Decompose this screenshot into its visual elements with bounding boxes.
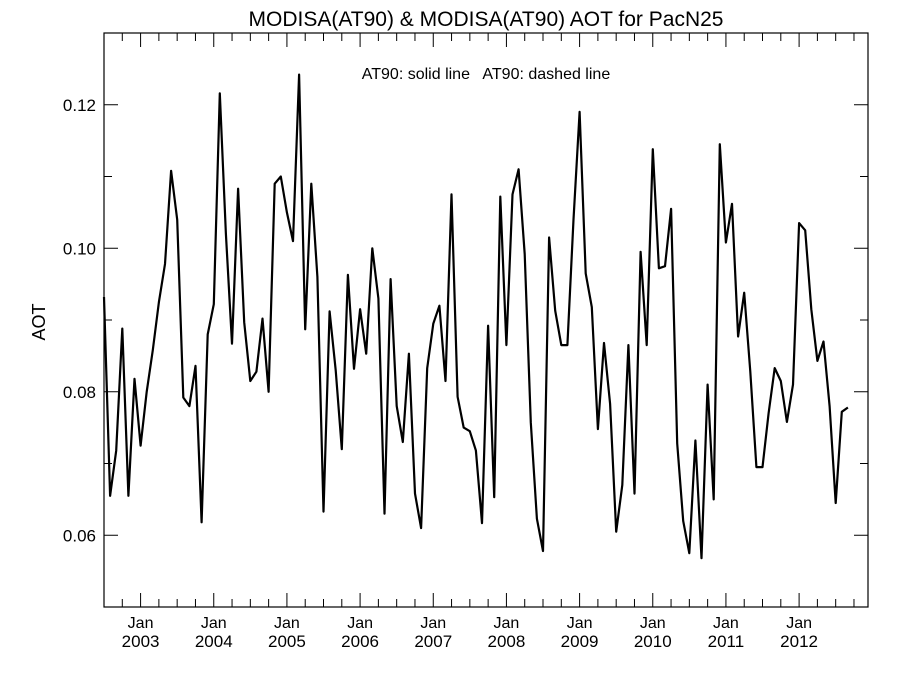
y-axis: 0.06 0.08 0.10 0.12 [63, 32, 868, 608]
chart-title: MODISA(AT90) & MODISA(AT90) AOT for PacN… [249, 8, 724, 31]
x-tick-label-month: Jan [201, 615, 227, 632]
x-tick-label-year: 2006 [341, 632, 379, 651]
y-tick-label: 0.12 [63, 96, 96, 115]
x-tick-label-year: 2009 [561, 632, 599, 651]
x-tick-label-year: 2007 [414, 632, 452, 651]
x-axis: Jan2003Jan2004Jan2005Jan2006Jan2007Jan20… [103, 33, 855, 651]
x-tick-label-year: 2012 [780, 632, 818, 651]
y-tick-label: 0.08 [63, 383, 96, 402]
x-tick-label-year: 2011 [708, 632, 745, 651]
x-tick-label-month: Jan [420, 615, 446, 632]
x-tick-label-month: Jan [640, 615, 666, 632]
x-tick-label-year: 2008 [488, 632, 526, 651]
x-tick-label-month: Jan [713, 615, 739, 632]
x-tick-label-month: Jan [567, 615, 593, 632]
y-tick-label: 0.10 [63, 239, 96, 258]
y-axis-label: AOT [29, 303, 49, 340]
series-group [102, 73, 849, 560]
y-tick-label: 0.06 [63, 526, 96, 545]
x-tick-label-month: Jan [786, 615, 812, 632]
x-tick-label-month: Jan [128, 615, 154, 632]
x-tick-label-month: Jan [494, 615, 520, 632]
x-tick-label-year: 2010 [634, 632, 672, 651]
x-tick-label-year: 2004 [195, 632, 233, 651]
x-tick-label-year: 2003 [122, 632, 160, 651]
x-tick-label-year: 2005 [268, 632, 306, 651]
x-tick-label-month: Jan [274, 615, 300, 632]
x-tick-label-month: Jan [347, 615, 373, 632]
series-line-1 [102, 73, 849, 560]
chart-annotation: AT90: solid line AT90: dashed line [362, 66, 611, 83]
